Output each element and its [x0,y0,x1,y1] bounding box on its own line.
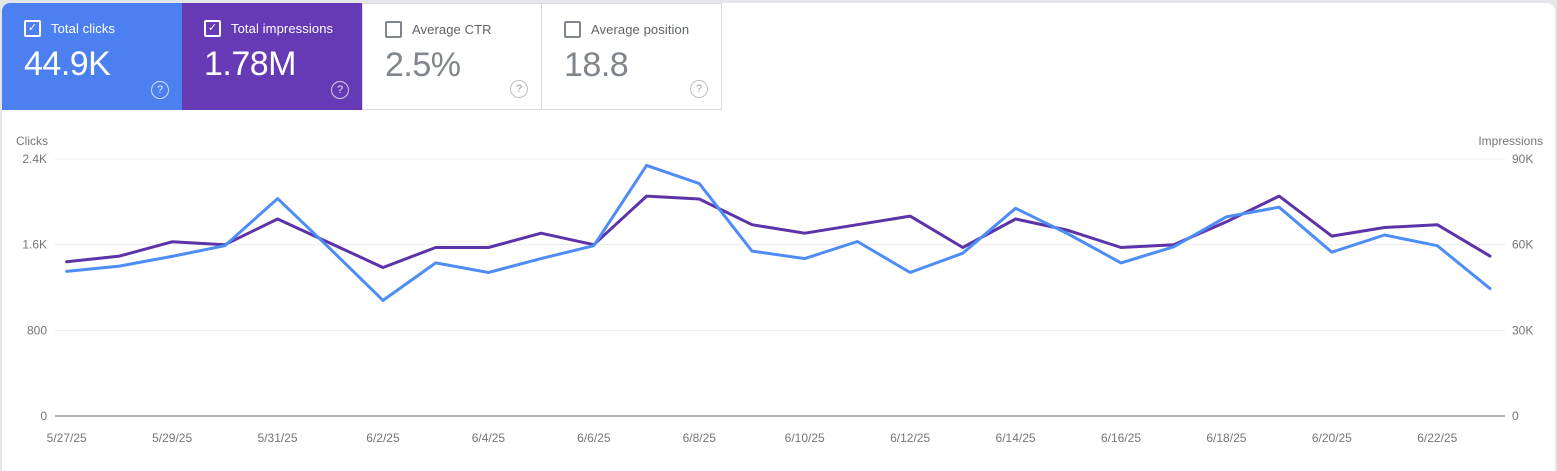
right-axis-tick: 0 [1512,409,1519,423]
x-axis-tick: 6/4/25 [472,431,506,445]
metric-label: Average position [591,22,690,37]
metric-label: Average CTR [412,22,492,37]
x-axis-tick: 6/14/25 [996,431,1036,445]
metric-card-total-clicks[interactable]: Total clicks 44.9K? [2,3,182,110]
x-axis-tick: 5/29/25 [152,431,192,445]
x-axis-tick: 6/12/25 [890,431,930,445]
total-clicks-checkbox[interactable] [24,20,41,37]
help-icon[interactable]: ? [510,80,528,98]
x-axis-tick: 6/6/25 [577,431,611,445]
help-icon[interactable]: ? [331,81,349,99]
left-axis-tick: 2.4K [22,152,47,166]
left-axis-tick: 0 [40,409,47,423]
average-position-checkbox[interactable] [564,21,581,38]
left-axis-title: Clicks [16,134,48,148]
left-axis-tick: 1.6K [22,238,47,252]
right-axis-tick: 60K [1512,238,1533,252]
metric-card-total-impressions[interactable]: Total impressions 1.78M? [182,3,362,110]
help-icon[interactable]: ? [151,81,169,99]
clicks-line[interactable] [65,163,1492,302]
x-axis-tick: 6/18/25 [1206,431,1246,445]
help-icon[interactable]: ? [690,80,708,98]
metric-card-average-ctr[interactable]: Average CTR 2.5%? [362,3,542,110]
metric-card-average-position[interactable]: Average position 18.8? [542,3,722,110]
metric-value: 44.9K [24,45,111,83]
metric-value: 1.78M [204,45,297,83]
right-axis-title: Impressions [1478,134,1543,148]
average-ctr-checkbox[interactable] [385,21,402,38]
x-axis-tick: 6/16/25 [1101,431,1141,445]
x-axis-tick: 5/31/25 [258,431,298,445]
x-axis-tick: 6/20/25 [1312,431,1352,445]
left-axis-tick: 800 [27,323,47,337]
x-axis-tick: 6/2/25 [366,431,400,445]
metric-value: 18.8 [564,46,629,84]
x-axis-tick: 6/8/25 [683,431,717,445]
x-axis-tick: 6/10/25 [785,431,825,445]
right-axis-tick: 90K [1512,152,1533,166]
metric-value: 2.5% [385,46,461,84]
total-impressions-checkbox[interactable] [204,20,221,37]
metrics-row: Total clicks 44.9K? Total impressions 1.78M… [2,3,722,110]
impressions-line[interactable] [65,194,1492,269]
right-axis-tick: 30K [1512,323,1533,337]
metric-label: Total impressions [231,21,334,36]
metric-label: Total clicks [51,21,116,36]
x-axis-tick: 5/27/25 [47,431,87,445]
x-axis-tick: 6/22/25 [1417,431,1457,445]
